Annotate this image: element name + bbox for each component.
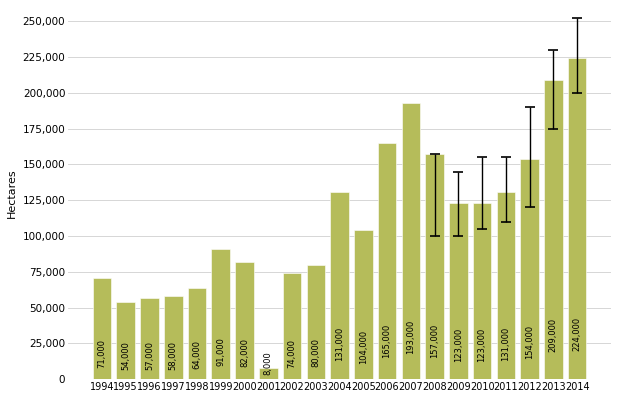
Text: 193,000: 193,000 (406, 320, 415, 354)
Text: 57,000: 57,000 (145, 341, 154, 370)
Text: 82,000: 82,000 (240, 338, 249, 367)
Text: 165,000: 165,000 (383, 323, 392, 358)
Bar (164, 296, 182, 379)
Bar (330, 192, 349, 379)
Y-axis label: Hectares: Hectares (7, 168, 17, 218)
Text: 224,000: 224,000 (573, 317, 582, 351)
Bar (93, 278, 111, 379)
Text: 71,000: 71,000 (98, 339, 106, 368)
Bar (520, 159, 539, 379)
Bar (211, 249, 230, 379)
Text: 123,000: 123,000 (478, 328, 486, 362)
Bar (378, 143, 396, 379)
Bar (235, 262, 254, 379)
Text: 104,000: 104,000 (359, 330, 368, 365)
Bar (307, 265, 325, 379)
Bar (425, 154, 444, 379)
Bar (283, 273, 302, 379)
Bar (544, 80, 562, 379)
Text: 157,000: 157,000 (430, 324, 439, 358)
Bar (473, 203, 491, 379)
Text: 64,000: 64,000 (192, 340, 201, 369)
Bar (259, 368, 277, 379)
Text: 54,000: 54,000 (121, 342, 130, 370)
Text: 123,000: 123,000 (454, 328, 463, 362)
Text: 91,000: 91,000 (216, 337, 225, 366)
Text: 74,000: 74,000 (287, 339, 297, 368)
Bar (402, 103, 420, 379)
Bar (116, 302, 135, 379)
Bar (140, 298, 159, 379)
Bar (188, 288, 206, 379)
Text: 209,000: 209,000 (549, 318, 558, 352)
Text: 154,000: 154,000 (525, 325, 534, 359)
Bar (568, 59, 586, 379)
Bar (449, 203, 468, 379)
Text: 131,000: 131,000 (335, 327, 344, 361)
Text: 58,000: 58,000 (169, 341, 178, 370)
Bar (354, 230, 373, 379)
Text: 80,000: 80,000 (311, 338, 320, 367)
Text: 131,000: 131,000 (501, 327, 510, 361)
Bar (497, 192, 515, 379)
Text: 8,000: 8,000 (264, 352, 273, 375)
